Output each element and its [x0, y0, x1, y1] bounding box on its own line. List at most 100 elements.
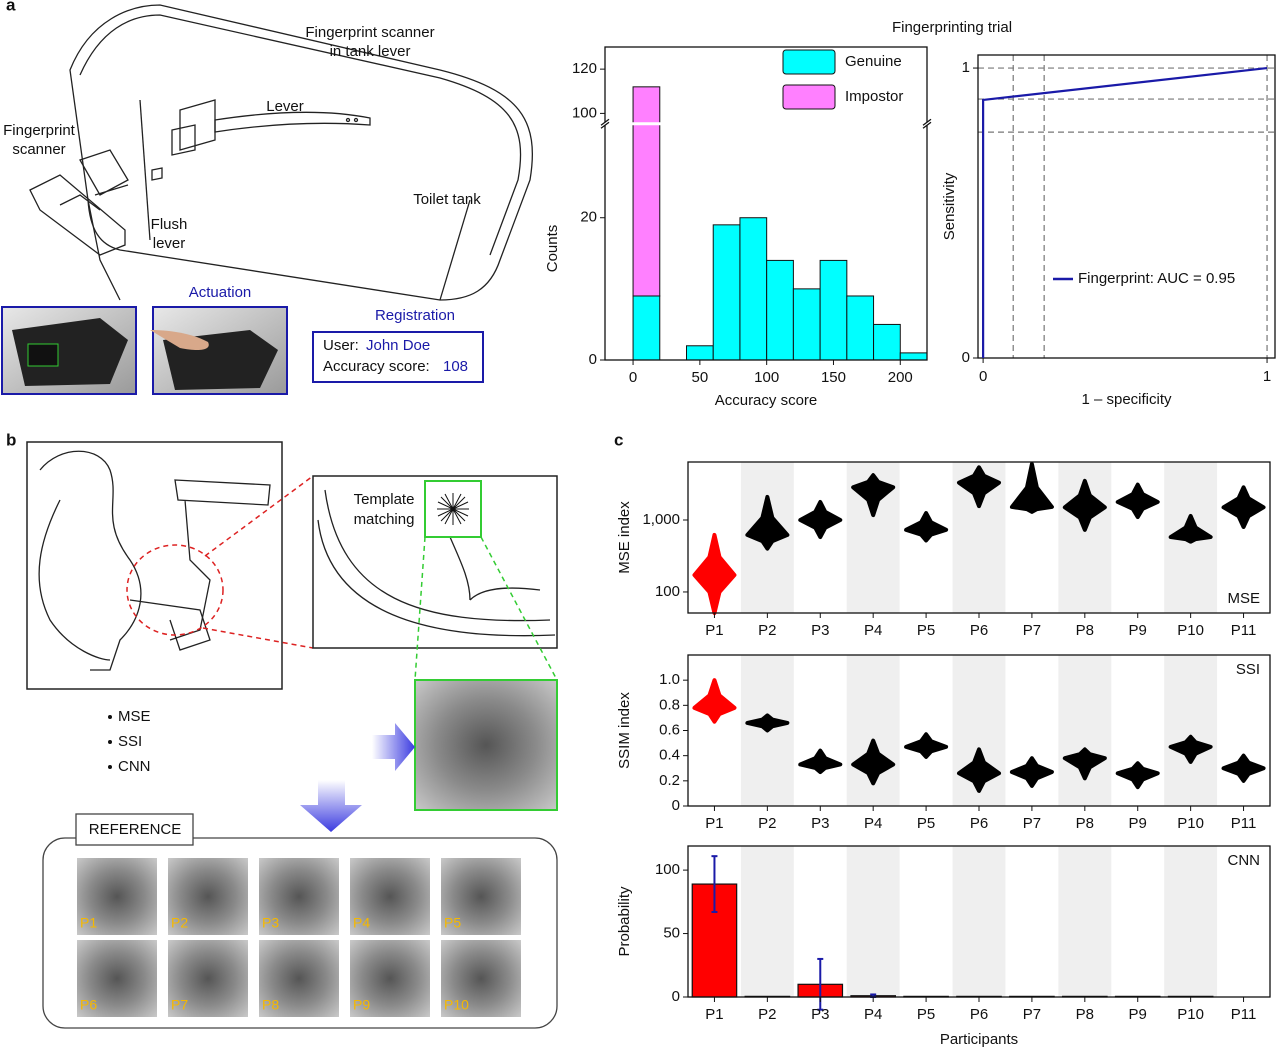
x-tick-label: P8	[1076, 622, 1094, 639]
x-tick-label: P7	[1023, 1006, 1041, 1023]
x-tick-label: 50	[692, 369, 709, 386]
label: Fingerprint scanner	[305, 24, 434, 41]
x-tick-label: P7	[1023, 815, 1041, 832]
swarm	[745, 713, 790, 733]
thumbnail	[441, 858, 521, 935]
method: SSI	[118, 733, 142, 750]
label: in tank lever	[330, 43, 411, 60]
swarm	[1009, 756, 1054, 788]
y-tick-label: 120	[572, 60, 597, 77]
x-tick-label: P5	[917, 815, 935, 832]
bullet	[108, 715, 112, 719]
label: Lever	[266, 98, 304, 115]
x-tick-label: P11	[1231, 815, 1257, 832]
x-tick-label: P2	[758, 1006, 776, 1023]
label: scanner	[12, 141, 65, 158]
label: Registration	[375, 307, 455, 324]
x-tick-label: 0	[979, 368, 987, 385]
axis-break-mark	[922, 121, 932, 129]
thumbnail	[441, 940, 521, 1017]
x-tick-label: P5	[917, 622, 935, 639]
y-tick-label: 0.6	[659, 721, 680, 738]
axis-break-gap	[925, 122, 929, 126]
x-tick-label: P11	[1231, 622, 1257, 639]
histogram-bar	[712, 224, 741, 361]
legend-swatch	[782, 49, 836, 75]
label: Accuracy score:	[323, 358, 430, 375]
swarm	[851, 738, 896, 786]
y-tick-label: 100	[655, 583, 680, 600]
axis-break-mark	[600, 118, 610, 126]
legend-label: Impostor	[845, 88, 903, 105]
x-tick-label: P3	[811, 622, 829, 639]
label: Toilet tank	[413, 191, 481, 208]
x-tick-label: P10	[1177, 622, 1204, 639]
axis-break-mark	[600, 121, 610, 129]
label: REFERENCE	[89, 821, 182, 838]
panel-label: a	[6, 0, 16, 14]
x-tick-label: P4	[864, 622, 882, 639]
thumbnail-label: P1	[80, 915, 97, 931]
x-tick-label: P2	[758, 622, 776, 639]
label: lever	[153, 235, 186, 252]
y-axis-label: Counts	[544, 225, 561, 273]
swarm	[1062, 478, 1107, 532]
axis-break-gap	[603, 122, 607, 126]
thumbnail-label: P8	[262, 997, 279, 1013]
y-tick-label: 0	[962, 349, 970, 366]
band-shade	[1164, 846, 1218, 997]
label: matching	[354, 511, 415, 528]
y-axis-label: SSIM index	[616, 692, 633, 769]
band-shade	[1058, 655, 1112, 806]
swarm	[1115, 761, 1160, 790]
y-tick-label: 0.2	[659, 772, 680, 789]
method: MSE	[118, 708, 151, 725]
swarm	[957, 465, 1001, 509]
label: John Doe	[366, 337, 430, 354]
histogram-bar	[632, 86, 661, 297]
chart-title: Fingerprinting trial	[892, 19, 1012, 36]
y-tick-label: 1,000	[642, 511, 680, 528]
histogram-bar	[846, 295, 875, 361]
swarm	[692, 678, 737, 724]
x-axis-label: 1 – specificity	[1081, 391, 1172, 408]
thumbnail-label: P6	[80, 997, 97, 1013]
photo	[1, 306, 288, 395]
histogram-bar	[819, 259, 848, 361]
histogram-bar	[873, 323, 901, 361]
y-tick-label: 0	[589, 351, 597, 368]
swarm	[904, 732, 949, 759]
thumbnail-label: P10	[444, 997, 469, 1013]
swarm	[1221, 753, 1266, 783]
thumbnail-label: P2	[171, 915, 188, 931]
panel-label: b	[6, 430, 16, 449]
thumbnail	[168, 940, 248, 1017]
histogram-bar	[766, 259, 794, 361]
thumbnail-label: P7	[171, 997, 188, 1013]
x-tick-label: P10	[1177, 1006, 1204, 1023]
histogram-bar	[632, 295, 661, 361]
x-tick-label: P8	[1076, 1006, 1094, 1023]
thinker-drawing	[26, 441, 558, 1029]
swarm	[798, 748, 843, 775]
x-tick-label: P7	[1023, 622, 1041, 639]
x-tick-label: P4	[864, 815, 882, 832]
axis-break-gap	[599, 122, 933, 126]
band-shade	[846, 846, 900, 997]
x-tick-label: P9	[1129, 1006, 1147, 1023]
plot-frame	[687, 845, 1271, 998]
y-axis-label: MSE index	[616, 501, 633, 574]
thumbnail	[350, 858, 430, 935]
y-tick-label: 1.0	[659, 671, 680, 688]
thumbnail	[168, 858, 248, 935]
thumbnail	[259, 858, 339, 935]
thumbnail-label: P9	[353, 997, 370, 1013]
roc-line	[982, 66, 1268, 358]
x-tick-label: 0	[629, 369, 637, 386]
band-shade	[952, 846, 1006, 997]
bullet	[108, 765, 112, 769]
histogram-bar	[686, 345, 714, 361]
thumbnail	[77, 858, 157, 935]
swarm	[1168, 513, 1213, 544]
